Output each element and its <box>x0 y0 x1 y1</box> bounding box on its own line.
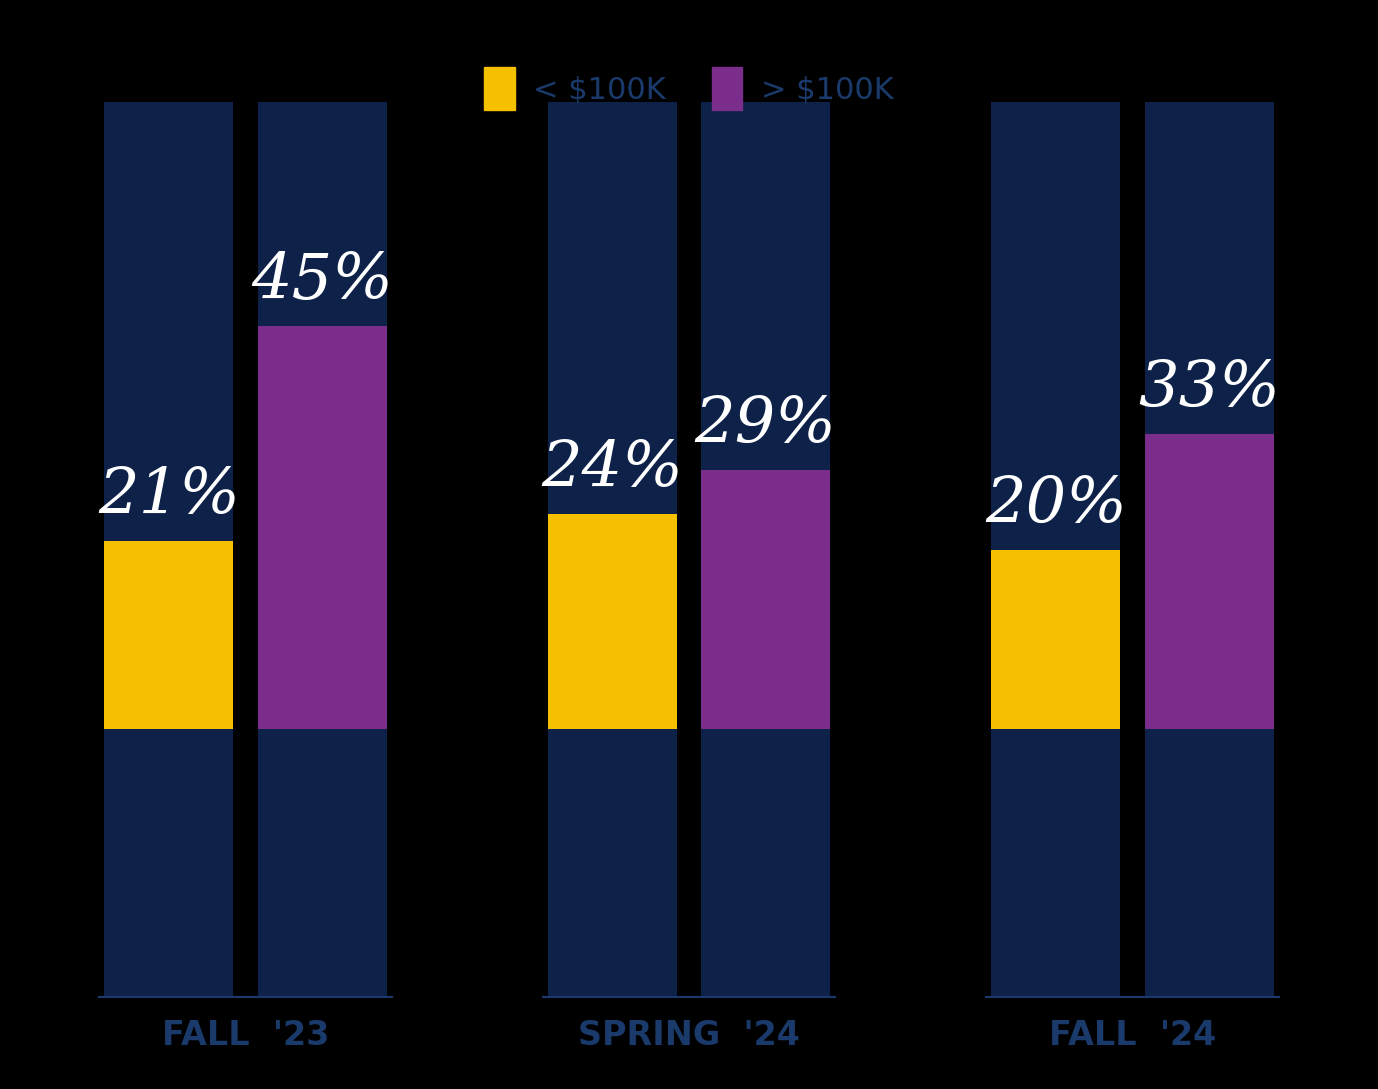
Bar <box>991 102 1120 999</box>
Bar <box>258 326 387 730</box>
Bar <box>701 469 830 730</box>
Text: 29%: 29% <box>695 394 836 456</box>
Bar <box>701 102 830 999</box>
Bar <box>548 102 677 999</box>
Bar <box>548 514 677 730</box>
Text: 33%: 33% <box>1138 358 1280 420</box>
Bar <box>991 550 1120 730</box>
Bar <box>105 102 233 999</box>
Text: 24%: 24% <box>542 439 683 501</box>
Text: 45%: 45% <box>251 252 393 313</box>
Bar <box>1145 433 1273 730</box>
Bar <box>105 541 233 730</box>
Legend: < $100K, > $100K: < $100K, > $100K <box>473 54 905 122</box>
Text: 20%: 20% <box>985 475 1127 537</box>
Text: 21%: 21% <box>98 466 240 528</box>
Bar <box>1145 102 1273 999</box>
Bar <box>258 102 387 999</box>
